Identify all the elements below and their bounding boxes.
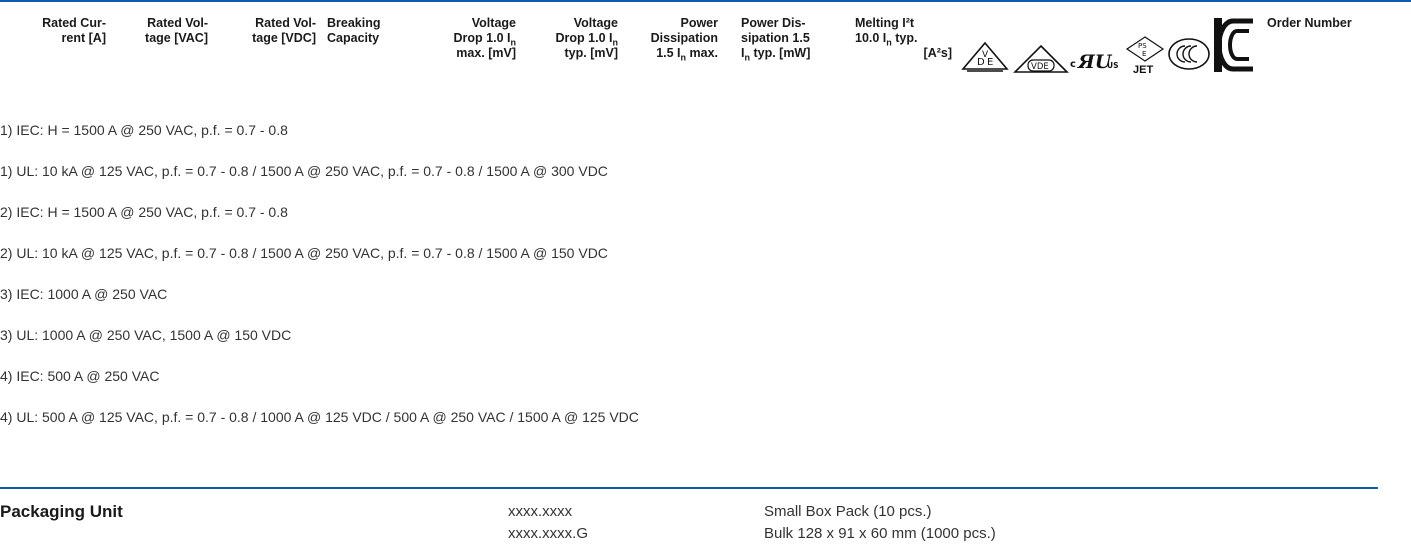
col-vdmax-line2: Drop 1.0 In [453, 31, 516, 48]
footnote-3-iec: 3) IEC: 1000 A @ 250 VAC [0, 286, 168, 302]
col-pdtyp-line2: sipation 1.5 [741, 31, 810, 45]
pse-jet-logo-icon: PS E JET [1125, 36, 1165, 75]
footnote-1-ul: 1) UL: 10 kA @ 125 VAC, p.f. = 0.7 - 0.8… [0, 163, 608, 179]
col-vdc-line1: Rated Vol- [255, 16, 316, 30]
svg-text:PS: PS [1138, 42, 1147, 50]
svg-text:US: US [1107, 61, 1119, 70]
col-vdtyp-line2: Drop 1.0 In [555, 31, 618, 48]
svg-text:c: c [1070, 59, 1076, 70]
packaging-code-2: xxxx.xxxx.G [508, 525, 589, 542]
col-rated-voltage-vac: Rated Vol- tage [VAC] [122, 16, 208, 46]
footnote-3-ul: 3) UL: 1000 A @ 250 VAC, 1500 A @ 150 VD… [0, 327, 292, 343]
col-pdmax-line1: Power [680, 16, 718, 30]
col-breaking-line1: Breaking [327, 16, 381, 30]
col-voltage-drop-max: Voltage Drop 1.0 In max. [mV] [425, 16, 516, 61]
svg-text:D: D [977, 57, 985, 68]
col-pdmax-line3: 1.5 In max. [656, 46, 718, 63]
footnote-1-iec: 1) IEC: H = 1500 A @ 250 VAC, p.f. = 0.7… [0, 122, 288, 138]
ul-recognized-logo-icon: c ЯU US [1070, 51, 1119, 73]
svg-text:ЯU: ЯU [1077, 51, 1113, 73]
section-divider [0, 487, 1378, 489]
col-vdmax-line3: max. [mV] [456, 46, 516, 60]
col-melting-line2: 10.0 In typ. [855, 31, 918, 48]
footnote-4-ul: 4) UL: 500 A @ 125 VAC, p.f. = 0.7 - 0.8… [0, 409, 639, 425]
col-melting-line1: Melting I²t [855, 16, 915, 30]
footnote-2-iec: 2) IEC: H = 1500 A @ 250 VAC, p.f. = 0.7… [0, 204, 288, 220]
svg-text:E: E [987, 57, 993, 68]
footnote-4-iec: 4) IEC: 500 A @ 250 VAC [0, 368, 160, 384]
footnote-2-ul: 2) UL: 10 kA @ 125 VAC, p.f. = 0.7 - 0.8… [0, 245, 608, 261]
col-pdmax-line2: Dissipation [650, 31, 718, 45]
svg-text:VDE: VDE [1031, 62, 1049, 72]
col-vac-line1: Rated Vol- [147, 16, 208, 30]
col-pdtyp-line1: Power Dis- [741, 16, 806, 30]
col-rated-current-line1: Rated Cur- [42, 16, 106, 30]
col-order-number: Order Number [1267, 16, 1352, 30]
packaging-unit-title: Packaging Unit [0, 502, 123, 521]
col-vdtyp-line1: Voltage [573, 16, 618, 30]
kc-logo-icon [1214, 18, 1253, 72]
packaging-desc-1: Small Box Pack (10 pcs.) [764, 503, 932, 520]
col-rated-current: Rated Cur- rent [A] [36, 16, 106, 46]
svg-text:JET: JET [1133, 64, 1153, 75]
packaging-code-1: xxxx.xxxx [508, 503, 573, 520]
svg-text:V: V [982, 50, 989, 60]
col-vdmax-line1: Voltage [471, 16, 516, 30]
col-melting-i2t: Melting I²t 10.0 In typ. [A²s] [855, 16, 952, 61]
col-pdtyp-line3: In typ. [mW] [741, 46, 811, 63]
packaging-desc-2: Bulk 128 x 91 x 60 mm (1000 pcs.) [764, 525, 996, 542]
top-rule [0, 0, 1411, 2]
col-voltage-drop-typ: Voltage Drop 1.0 In typ. [mV] [530, 16, 618, 61]
col-rated-voltage-vdc: Rated Vol- tage [VDC] [228, 16, 316, 46]
col-rated-current-line2: rent [A] [61, 31, 106, 45]
col-melting-line3: [A²s] [923, 46, 952, 60]
col-power-dissipation-typ: Power Dis- sipation 1.5 In typ. [mW] [741, 16, 841, 63]
col-vac-line2: tage [VAC] [145, 31, 208, 45]
col-breaking-line2: Capacity [327, 31, 380, 45]
col-vdc-line2: tage [VDC] [252, 31, 316, 45]
col-vdtyp-line3: typ. [mV] [564, 46, 618, 60]
col-breaking-capacity: Breaking Capacity [327, 16, 407, 46]
vde-large-logo-icon: VDE [1013, 44, 1069, 73]
vde-small-logo-icon: D V E [961, 41, 1009, 72]
ccc-logo-icon [1168, 38, 1210, 70]
col-power-dissipation-max: Power Dissipation 1.5 In max. [630, 16, 718, 63]
svg-text:E: E [1142, 50, 1146, 58]
